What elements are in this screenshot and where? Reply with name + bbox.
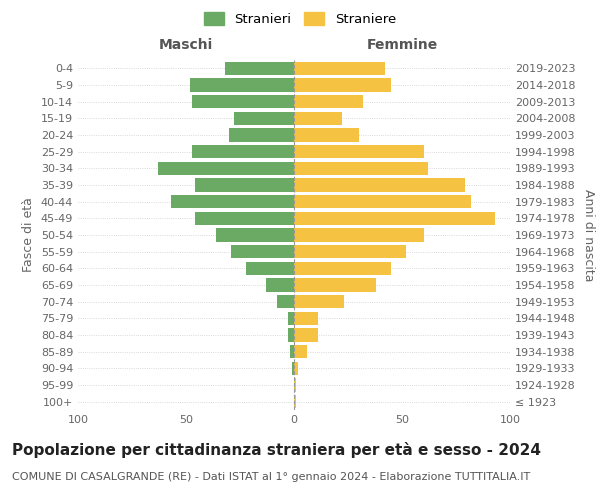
Y-axis label: Anni di nascita: Anni di nascita bbox=[582, 188, 595, 281]
Bar bbox=[277, 295, 294, 308]
Bar bbox=[216, 228, 294, 241]
Bar bbox=[294, 362, 298, 375]
Bar bbox=[294, 178, 464, 192]
Text: Femmine: Femmine bbox=[367, 38, 437, 52]
Bar bbox=[294, 212, 495, 225]
Bar bbox=[294, 378, 296, 392]
Bar bbox=[294, 345, 307, 358]
Text: COMUNE DI CASALGRANDE (RE) - Dati ISTAT al 1° gennaio 2024 - Elaborazione TUTTIT: COMUNE DI CASALGRANDE (RE) - Dati ISTAT … bbox=[12, 472, 530, 482]
Bar bbox=[266, 278, 294, 291]
Bar bbox=[190, 78, 294, 92]
Bar bbox=[194, 212, 294, 225]
Bar bbox=[294, 95, 363, 108]
Text: Popolazione per cittadinanza straniera per età e sesso - 2024: Popolazione per cittadinanza straniera p… bbox=[12, 442, 541, 458]
Bar bbox=[247, 262, 294, 275]
Bar bbox=[194, 178, 294, 192]
Bar bbox=[294, 128, 359, 141]
Bar bbox=[232, 245, 294, 258]
Bar bbox=[158, 162, 294, 175]
Bar bbox=[287, 328, 294, 342]
Legend: Stranieri, Straniere: Stranieri, Straniere bbox=[199, 6, 401, 32]
Bar bbox=[294, 195, 471, 208]
Bar bbox=[294, 162, 428, 175]
Bar bbox=[294, 395, 296, 408]
Bar bbox=[294, 278, 376, 291]
Bar bbox=[193, 95, 294, 108]
Bar bbox=[294, 62, 385, 75]
Bar bbox=[294, 295, 344, 308]
Bar bbox=[294, 328, 318, 342]
Bar bbox=[290, 345, 294, 358]
Bar bbox=[294, 262, 391, 275]
Bar bbox=[294, 245, 406, 258]
Bar bbox=[287, 312, 294, 325]
Bar bbox=[225, 62, 294, 75]
Bar bbox=[294, 312, 318, 325]
Bar bbox=[294, 228, 424, 241]
Bar bbox=[294, 78, 391, 92]
Bar bbox=[171, 195, 294, 208]
Y-axis label: Fasce di età: Fasce di età bbox=[22, 198, 35, 272]
Bar bbox=[229, 128, 294, 141]
Bar bbox=[193, 145, 294, 158]
Bar bbox=[294, 112, 341, 125]
Bar bbox=[233, 112, 294, 125]
Bar bbox=[292, 362, 294, 375]
Text: Maschi: Maschi bbox=[159, 38, 213, 52]
Bar bbox=[294, 145, 424, 158]
